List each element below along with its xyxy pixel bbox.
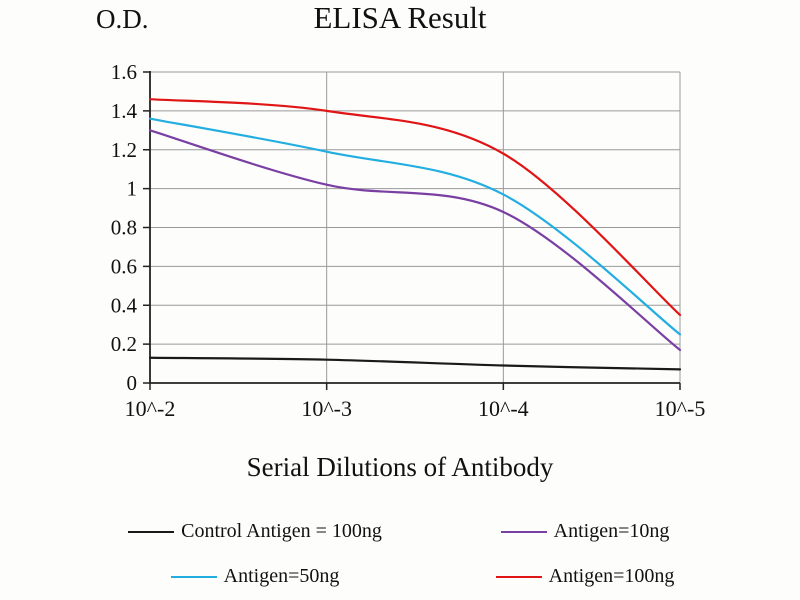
y-tick-label: 1.6 [111, 60, 137, 84]
y-tick-label: 1.4 [111, 99, 138, 123]
legend-item-antigen-100ng: Antigen=100ng [420, 565, 750, 588]
series-line [148, 117, 682, 336]
legend-swatch-antigen-50ng [170, 575, 217, 578]
legend-label: Antigen=50ng [223, 565, 340, 587]
legend-swatch-antigen-100ng [495, 575, 542, 578]
legend-swatch-antigen-10ng [500, 530, 547, 533]
legend-label: Control Antigen = 100ng [181, 520, 382, 542]
chart-title: ELISA Result [313, 0, 487, 35]
y-tick-label: 0.2 [111, 332, 137, 356]
series-line [148, 98, 682, 317]
legend-item-control-antigen: Control Antigen = 100ng [90, 520, 420, 543]
chart-legend: Control Antigen = 100ng Antigen=10ng Ant… [90, 520, 750, 588]
legend-item-antigen-50ng: Antigen=50ng [90, 565, 420, 588]
x-tick-label: 10^-2 [125, 396, 176, 421]
legend-swatch-control-antigen [128, 530, 175, 533]
x-tick-label: 10^-5 [655, 396, 706, 421]
y-tick-label: 1 [127, 177, 138, 201]
y-tick-label: 0 [127, 371, 138, 395]
y-tick-label: 0.4 [111, 293, 138, 317]
legend-item-antigen-10ng: Antigen=10ng [420, 520, 750, 543]
x-tick-label: 10^-4 [478, 396, 529, 421]
x-axis-label: Serial Dilutions of Antibody [246, 452, 554, 482]
series-line [148, 129, 682, 352]
y-tick-label: 1.2 [111, 138, 137, 162]
y-tick-label: 0.8 [111, 216, 137, 240]
y-axis-label: O.D. [96, 4, 149, 34]
series-line [148, 356, 682, 371]
legend-label: Antigen=10ng [553, 520, 670, 542]
x-tick-label: 10^-3 [301, 396, 352, 421]
y-tick-label: 0.6 [111, 254, 137, 278]
legend-label: Antigen=100ng [548, 565, 675, 587]
